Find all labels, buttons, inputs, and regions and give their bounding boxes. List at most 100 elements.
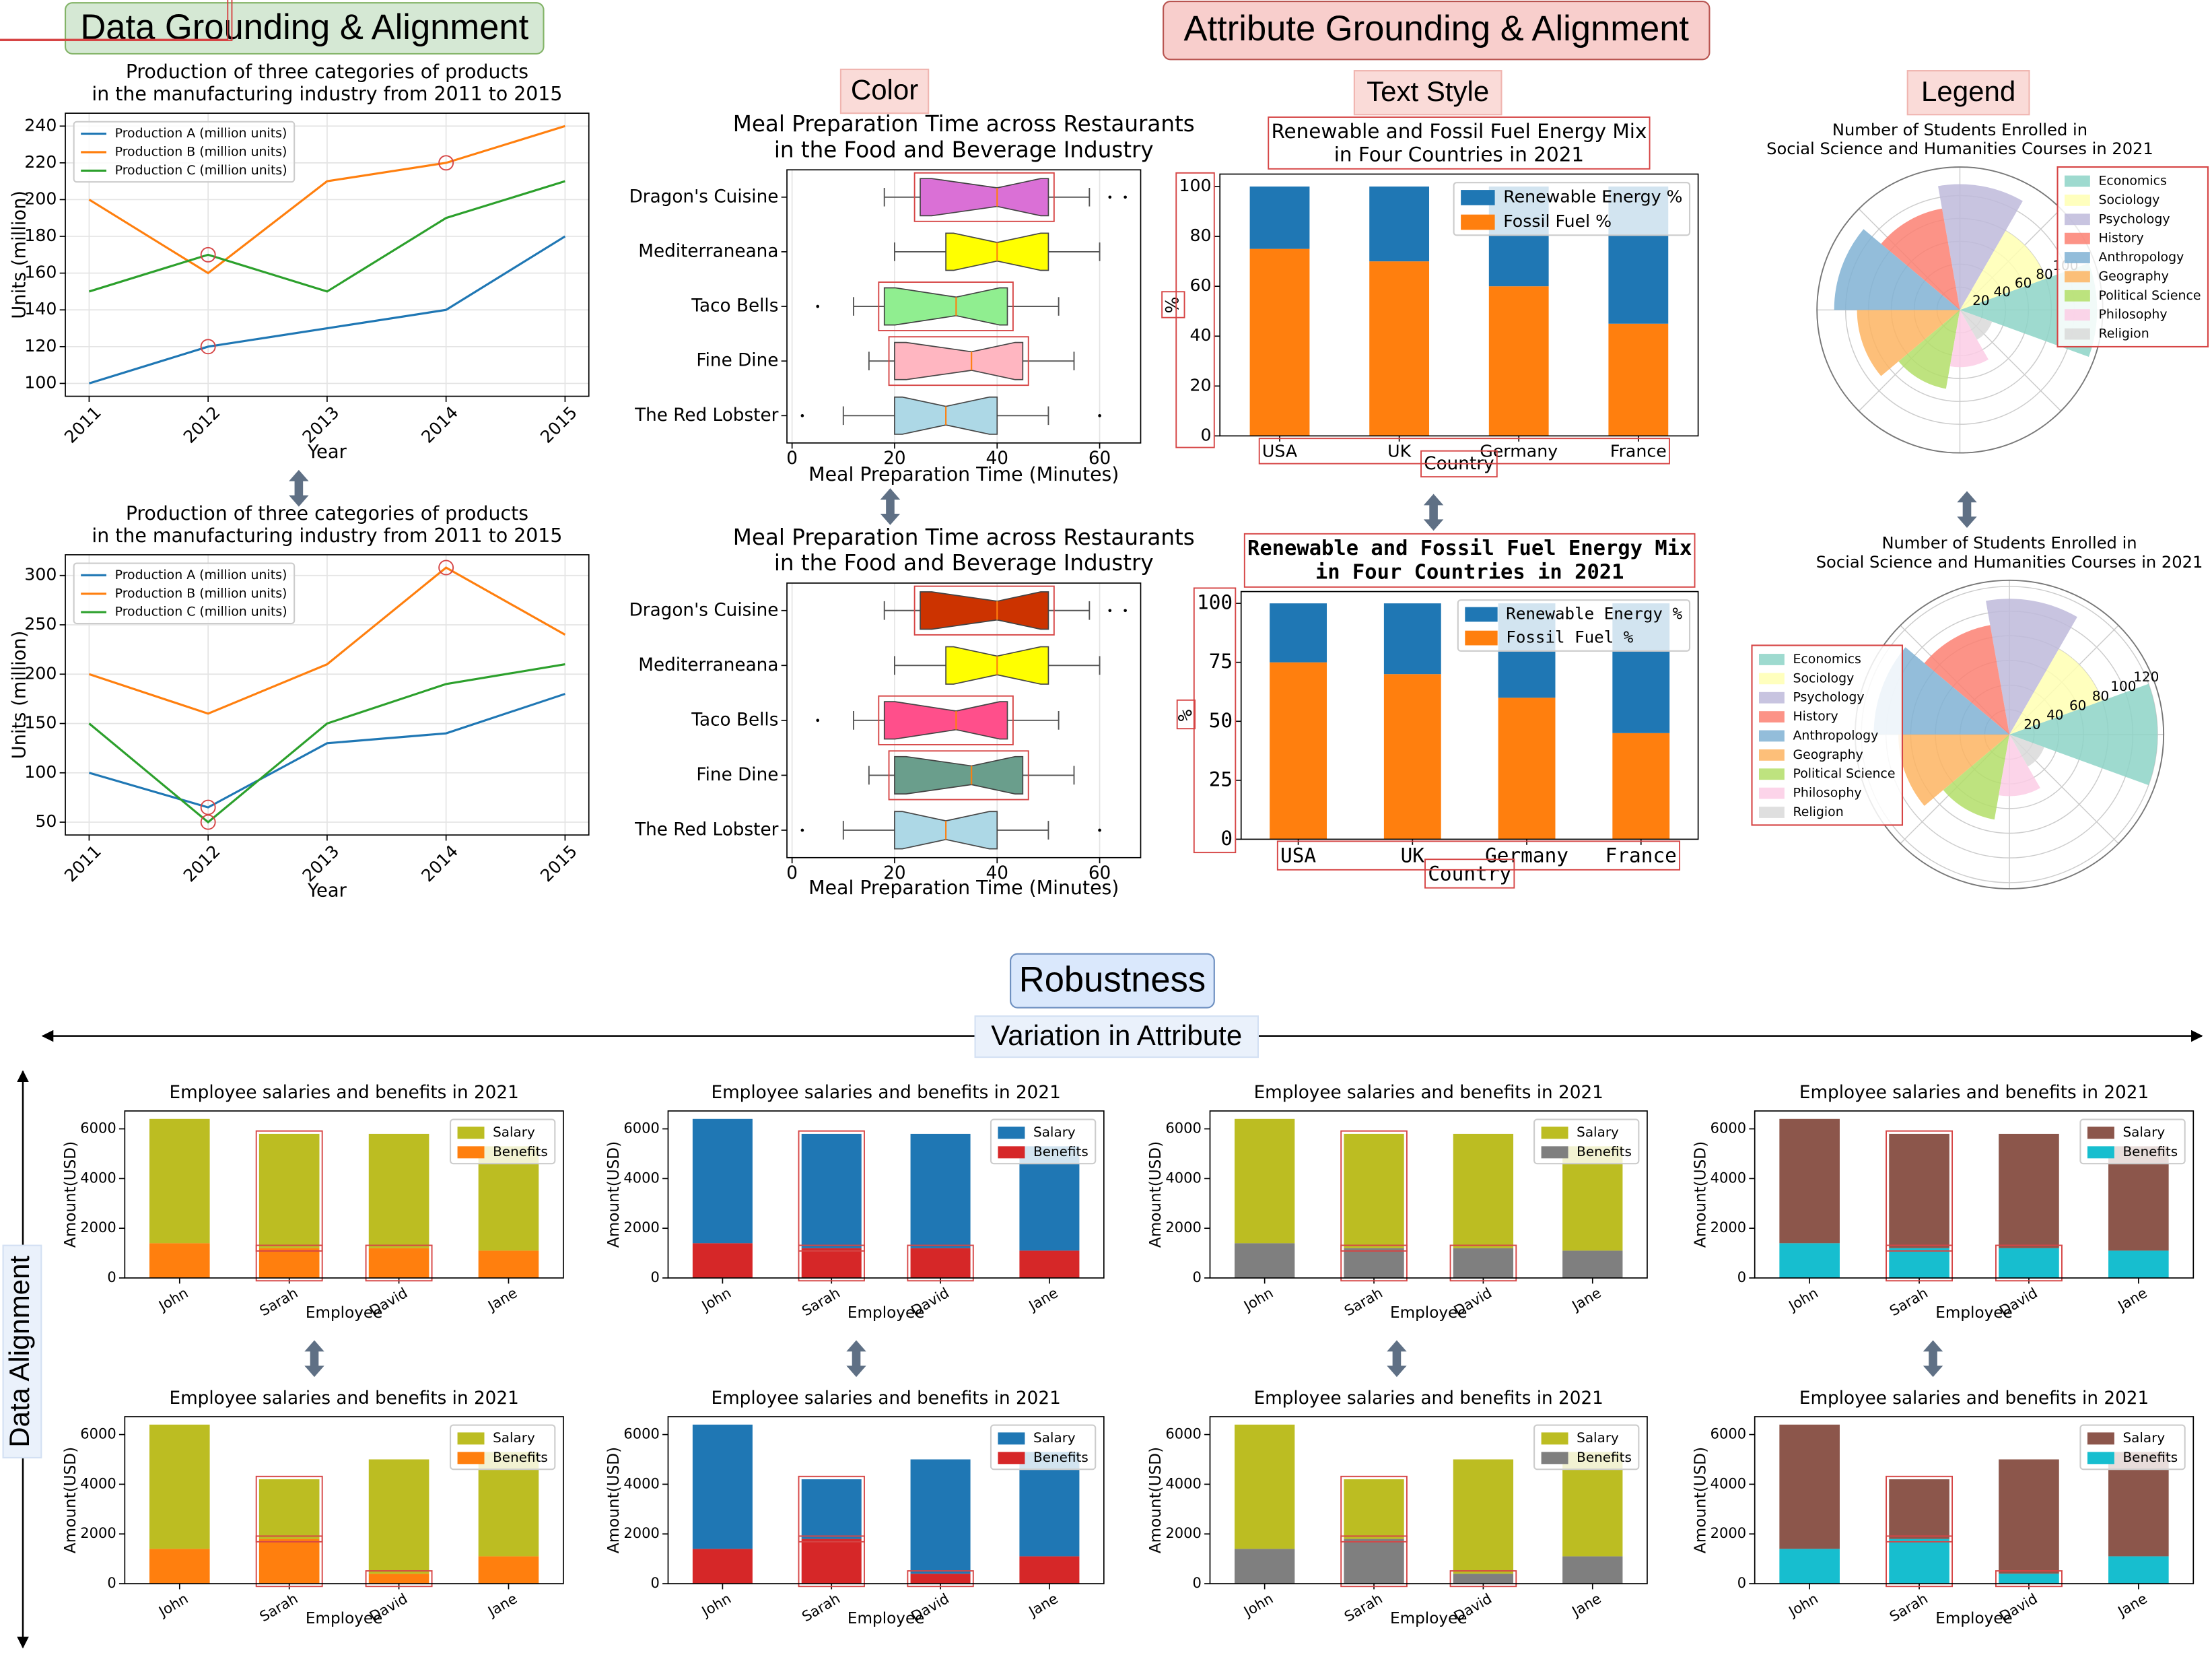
legend-label: Philosophy	[1793, 786, 1861, 801]
bar	[692, 1549, 753, 1584]
x-tick-label: Jane	[1568, 1590, 1603, 1620]
chart-title: Social Science and Humanities Courses in…	[1766, 139, 2153, 158]
double-arrow	[880, 488, 901, 525]
legend-frame	[1453, 182, 1691, 236]
y-tick-label: 200	[24, 663, 57, 683]
plot-frame	[1754, 1110, 2194, 1279]
r-tick-label: 60	[2015, 275, 2032, 291]
chart-title: Employee salaries and benefits in 2021	[1799, 1388, 2149, 1409]
bar	[258, 1539, 320, 1584]
y-axis-label: Amount(USD)	[62, 1447, 79, 1553]
legend-label: Benefits	[1577, 1143, 1632, 1159]
y-tick-label: 250	[24, 614, 57, 634]
legend-swatch	[2087, 1432, 2114, 1445]
bar	[1019, 1250, 1080, 1279]
y-tick-label: 4000	[80, 1169, 116, 1186]
x-tick-label: France	[1610, 441, 1667, 461]
legend-swatch	[1759, 691, 1785, 704]
y-axis-label: Amount(USD)	[1147, 1141, 1165, 1248]
x-axis-label: Employee	[848, 1610, 924, 1627]
line-series	[88, 566, 566, 715]
legend: Salary Benefits	[450, 1424, 556, 1471]
y-tick-label: 2000	[80, 1219, 116, 1236]
y-tick-label: Taco Bells	[691, 296, 778, 316]
legend-swatch	[2065, 309, 2090, 321]
x-tick-label: 20	[883, 448, 905, 469]
x-tick-label: Jane	[1025, 1284, 1060, 1314]
x-axis-label: Meal Preparation Time (Minutes)	[808, 877, 1119, 899]
x-tick-labels: 0 20 40 60	[786, 448, 1111, 469]
bar	[1999, 1459, 2059, 1574]
section-box	[1010, 953, 1215, 1009]
bar	[1270, 603, 1327, 663]
y-tick-label: 4000	[1710, 1475, 1746, 1491]
bar	[1249, 187, 1310, 249]
y-tick-label: 4000	[80, 1475, 116, 1491]
x-tick-labels: 2011 2012 2013 2014 2015	[61, 403, 581, 447]
y-tick-label: 2000	[80, 1524, 116, 1541]
highlight-box	[888, 336, 1029, 386]
y-tick-label: 120	[24, 336, 57, 356]
legend-swatch	[1759, 807, 1785, 818]
section-box	[839, 68, 930, 114]
highlight-box	[1886, 1130, 1954, 1252]
y-tick-label: 4000	[1710, 1169, 1746, 1186]
legend-label: History	[2098, 231, 2143, 246]
title-group: Employee salaries and benefits in 2021	[169, 1083, 518, 1103]
highlight-box	[365, 1570, 433, 1588]
section-box	[1906, 70, 2030, 116]
x-tick-label: John	[1240, 1284, 1276, 1314]
wedge	[1857, 310, 1960, 376]
x-tick-label: Sarah	[799, 1590, 843, 1625]
legend-swatch	[1759, 787, 1785, 799]
x-tick-label: Sarah	[1342, 1590, 1385, 1625]
plot-frame	[667, 1110, 1105, 1279]
y-axis-label: Units (million)	[9, 191, 30, 319]
double-arrow	[1387, 1340, 1407, 1378]
x-tick-label: France	[1605, 844, 1677, 867]
y-tick-label: 180	[24, 226, 57, 245]
x-tick-label: Jane	[1568, 1284, 1603, 1314]
y-tick-label: 2000	[1710, 1524, 1746, 1541]
bar	[801, 1479, 862, 1539]
chart-title: Production of three categories of produc…	[126, 61, 528, 83]
y-tick-label: 0	[650, 1269, 659, 1285]
legend: Renewable Energy % Fossil Fuel %	[1457, 599, 1691, 652]
box	[883, 701, 1008, 740]
legend-label: Production B (million units)	[115, 144, 287, 159]
highlight-box	[1161, 291, 1185, 318]
y-axis-label: Amount(USD)	[1147, 1447, 1165, 1553]
section-subtitle: Text Style	[1367, 75, 1489, 107]
box	[920, 178, 1049, 217]
y-tick-label: 100	[24, 372, 57, 392]
x-tick-label: 2013	[299, 841, 343, 885]
legend: Salary Benefits	[990, 1424, 1097, 1471]
x-tick-labels: USA UK Germany France	[1280, 844, 1677, 867]
x-tick-label: 2011	[61, 403, 105, 447]
chart: Employee salaries and benefits in 2021 0 2…	[1147, 1083, 1648, 1322]
highlight-box	[1268, 116, 1651, 170]
y-tick-label: 6000	[623, 1425, 659, 1442]
y-tick-label: 150	[24, 713, 57, 733]
highlight-box	[907, 1244, 974, 1282]
highlight-box	[255, 1244, 323, 1282]
bar	[1235, 1549, 1295, 1584]
chart-title: Production of three categories of produc…	[126, 502, 528, 525]
y-tick-label: 100	[24, 762, 57, 782]
bar	[1453, 1133, 1514, 1248]
highlight-box	[1243, 533, 1696, 588]
plot-frame	[124, 1110, 564, 1279]
legend-label: History	[1793, 709, 1838, 724]
title-group: Employee salaries and benefits in 2021	[1799, 1388, 2149, 1409]
legend: Economics Sociology Psychology History Anthr…	[2057, 166, 2209, 348]
bar	[1999, 1248, 2059, 1279]
legend-swatch	[2065, 252, 2090, 263]
title-group: Employee salaries and benefits in 2021	[712, 1083, 1061, 1103]
bar	[1383, 603, 1441, 675]
chart-title: in the Food and Beverage Industry	[774, 137, 1154, 162]
y-tick-labels: 100 120 140 160 180 200 220 240	[24, 115, 57, 392]
section-box	[974, 1015, 1259, 1058]
x-tick-label: Jane	[484, 1590, 520, 1620]
y-tick-labels: 50 100 150 200 250 300	[24, 565, 57, 831]
x-tick-label: USA	[1280, 844, 1316, 867]
